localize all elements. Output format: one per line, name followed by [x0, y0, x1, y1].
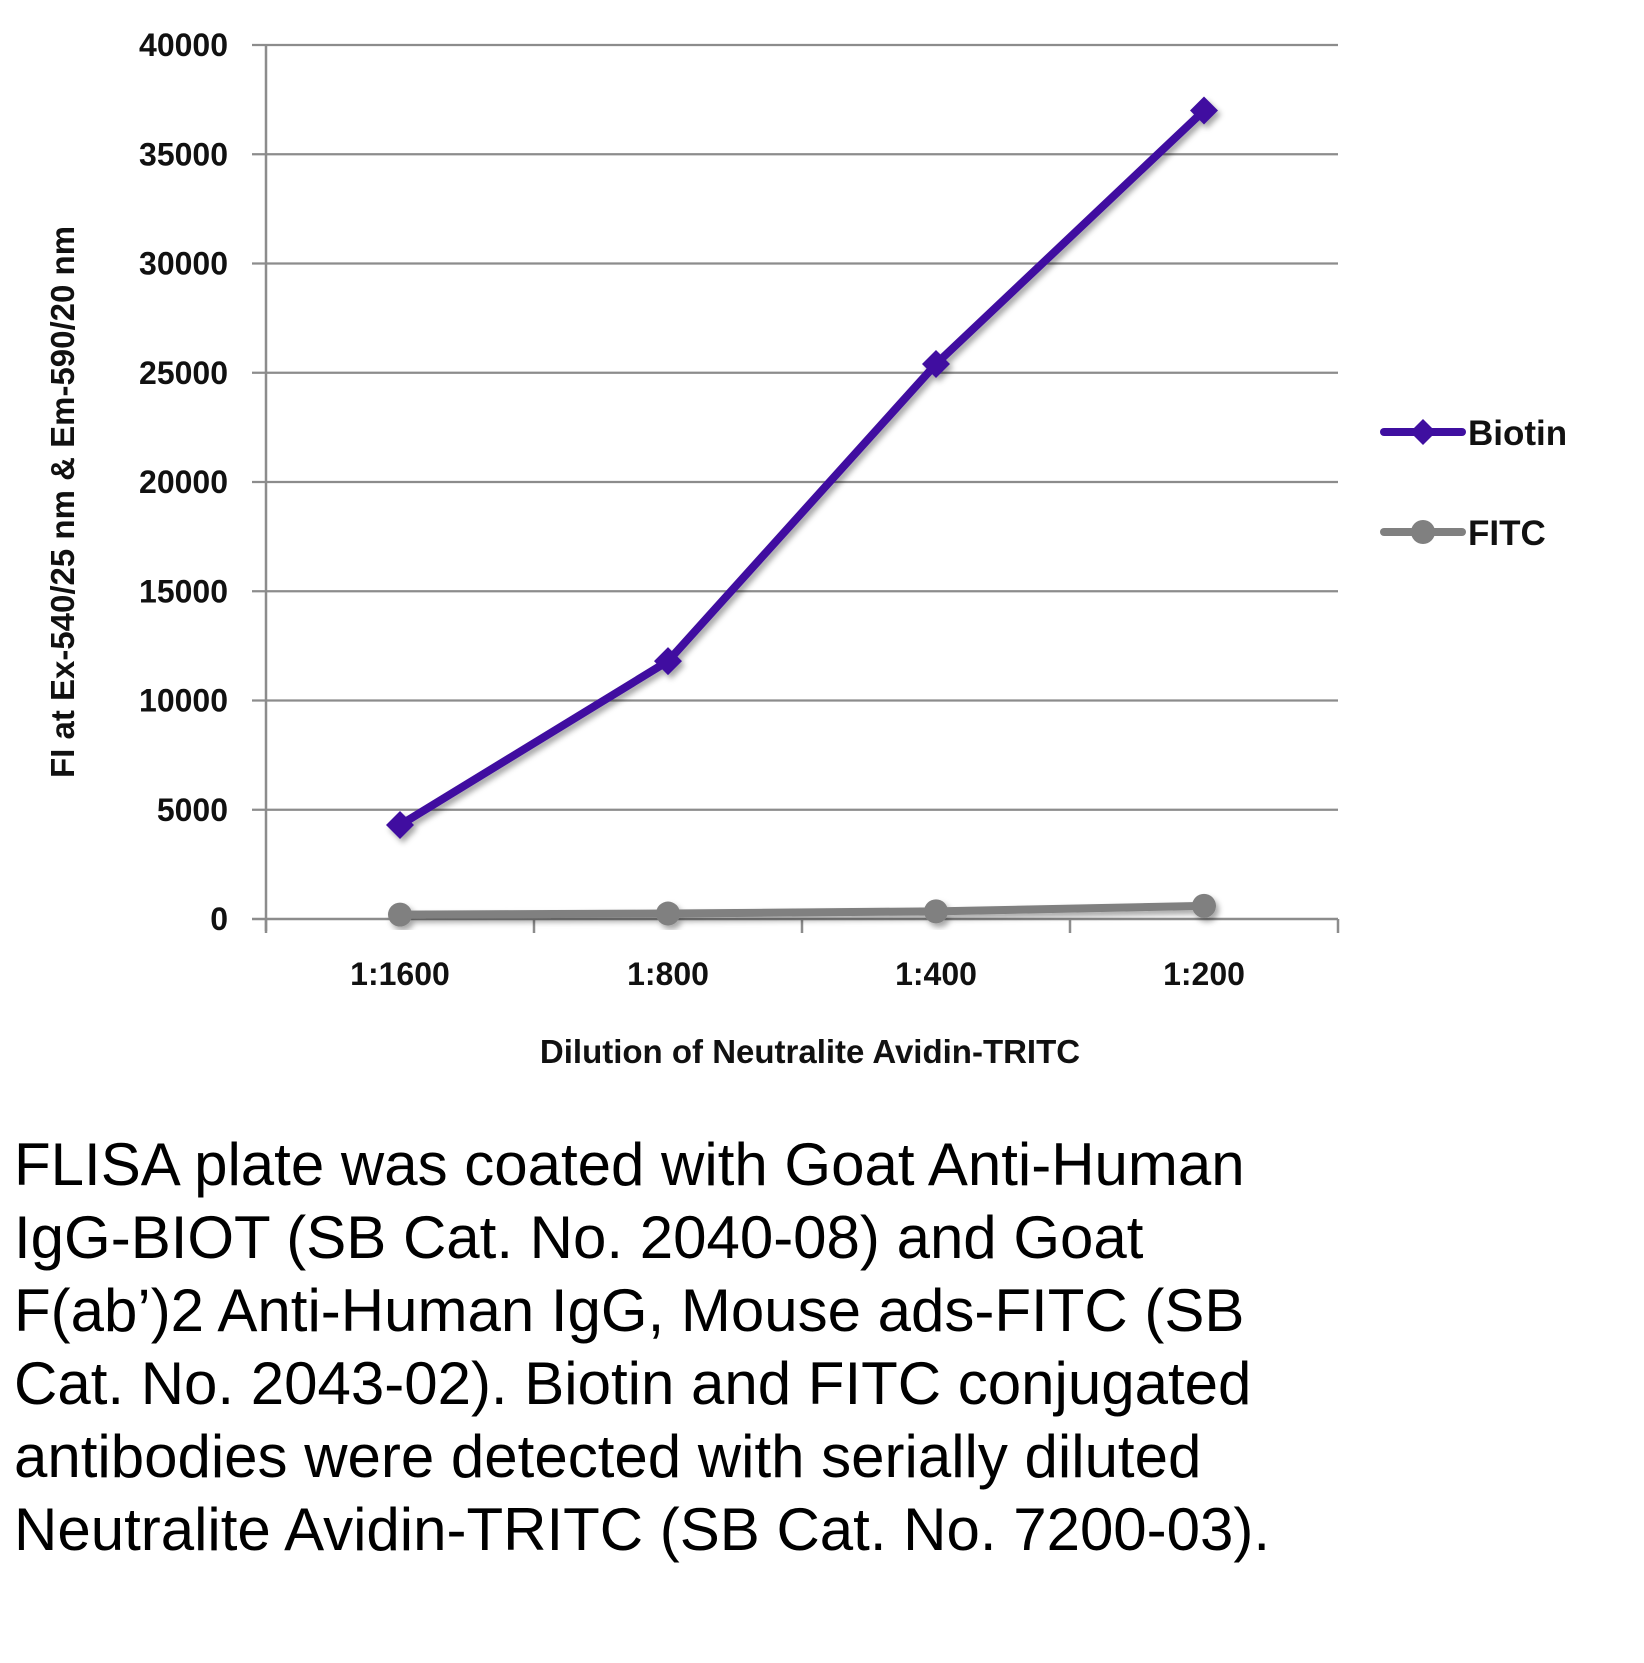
legend: Biotin FITC: [1380, 414, 1567, 553]
gridlines: [252, 43, 1338, 811]
data-point: [654, 647, 682, 676]
series-line: [396, 106, 1208, 830]
series-line: [396, 901, 1208, 919]
legend-label: Biotin: [1468, 414, 1567, 453]
y-tick-label: 35000: [139, 136, 228, 172]
data-point: [1192, 893, 1216, 918]
x-tick-label: 1:400: [895, 956, 977, 992]
data-point: [386, 811, 414, 840]
series-biotin: [386, 96, 1218, 840]
legend-label: FITC: [1468, 514, 1546, 553]
x-tick-label: 1:200: [1163, 956, 1245, 992]
y-tick-label: 10000: [139, 683, 228, 719]
data-point: [924, 899, 948, 924]
data-point: [922, 350, 950, 379]
legend-marker: [1411, 520, 1435, 544]
y-tick-label: 40000: [139, 27, 228, 63]
axes: [252, 45, 1340, 933]
data-point: [656, 901, 680, 926]
y-tick-labels: 0 5000 10000 15000 20000 25000 30000 35000 40000: [139, 27, 228, 937]
y-tick-label: 15000: [139, 573, 228, 609]
series: [386, 96, 1218, 927]
figure-caption: FLISA plate was coated with Goat Anti-Hu…: [14, 1131, 1271, 1563]
y-tick-label: 0: [210, 901, 228, 937]
data-point: [1190, 96, 1218, 125]
x-tick-labels: 1:1600 1:800 1:400 1:200: [350, 956, 1245, 992]
y-tick-label: 20000: [139, 464, 228, 500]
x-axis-title: Dilution of Neutralite Avidin-TRITC: [540, 1033, 1080, 1070]
y-tick-label: 25000: [139, 355, 228, 391]
line-chart: 0 5000 10000 15000 20000 25000 30000 35000 40000…: [44, 27, 1567, 1070]
y-axis-title: FI at Ex-540/25 nm & Em-590/20 nm: [44, 226, 81, 778]
legend-item-biotin: Biotin: [1380, 414, 1567, 453]
y-tick-label: 5000: [157, 792, 228, 828]
data-point: [388, 902, 412, 927]
legend-item-fitc: FITC: [1380, 514, 1546, 553]
x-tick-label: 1:1600: [350, 956, 450, 992]
legend-marker: [1410, 419, 1436, 445]
y-tick-label: 30000: [139, 246, 228, 282]
series-fitc: [388, 893, 1216, 927]
x-tick-label: 1:800: [627, 956, 709, 992]
